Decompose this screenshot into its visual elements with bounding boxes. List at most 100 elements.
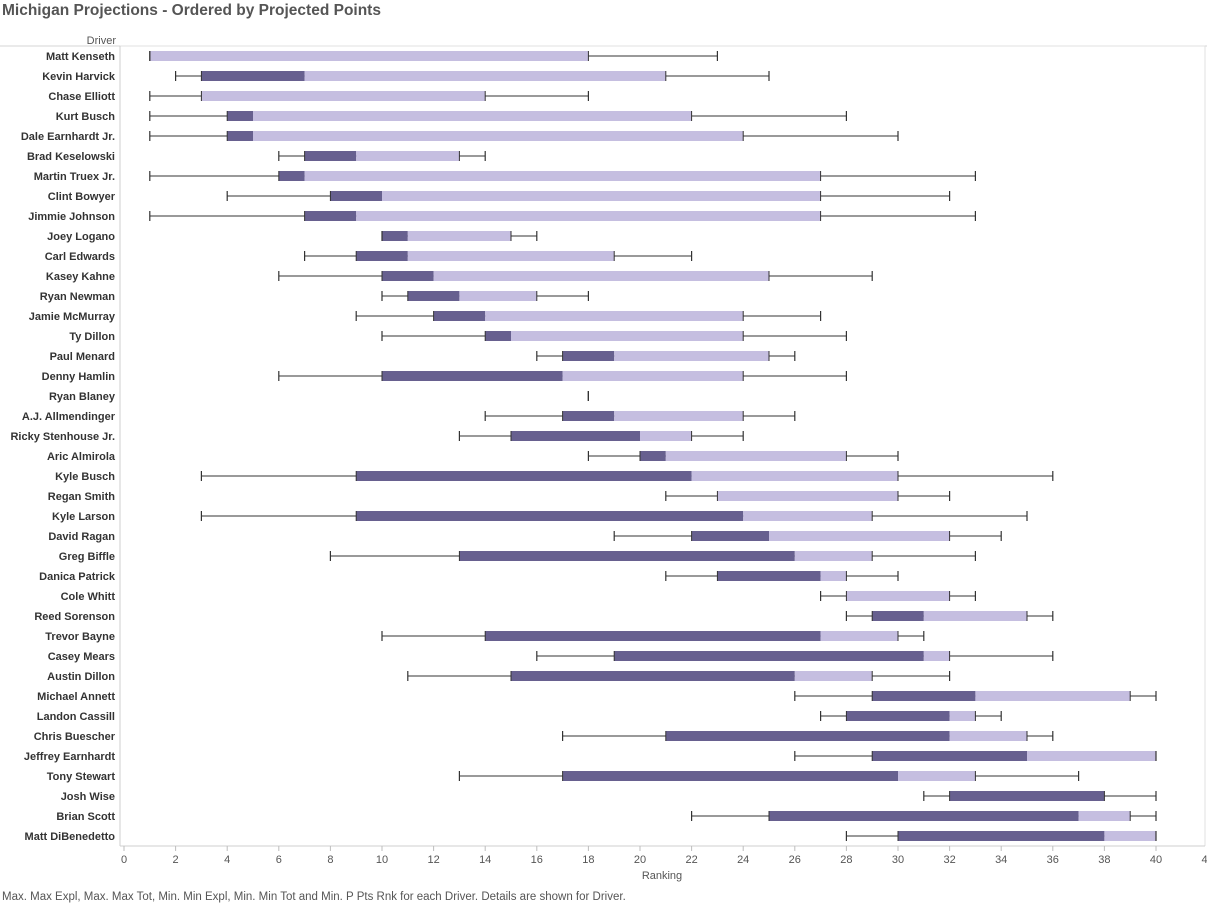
driver-row-martin-truex-jr[interactable] [149, 171, 977, 181]
driver-label-chris-buescher: Chris Buescher [34, 731, 116, 743]
range-light-chase-elliott [201, 91, 486, 101]
driver-label-clint-bowyer: Clint Bowyer [48, 191, 116, 203]
range-dark-casey-mears [614, 651, 924, 661]
driver-row-landon-cassill[interactable] [819, 711, 1002, 721]
driver-row-joey-logano[interactable] [381, 231, 538, 241]
driver-label-martin-truex-jr: Martin Truex Jr. [34, 171, 115, 183]
driver-label-michael-annett: Michael Annett [37, 691, 115, 703]
driver-row-ryan-newman[interactable] [381, 291, 590, 301]
driver-row-ricky-stenhouse-jr[interactable] [458, 431, 744, 441]
driver-label-joey-logano: Joey Logano [47, 231, 115, 243]
x-tick-label-0: 0 [121, 854, 127, 866]
driver-row-cole-whitt[interactable] [819, 591, 977, 601]
driver-row-austin-dillon[interactable] [407, 671, 951, 681]
driver-row-matt-kenseth[interactable] [149, 51, 719, 61]
range-dark-tony-stewart [562, 771, 898, 781]
driver-row-brad-keselowski[interactable] [278, 151, 486, 161]
range-dark-jamie-mcmurray [433, 311, 486, 321]
range-dark-chris-buescher [665, 731, 950, 741]
driver-label-tony-stewart: Tony Stewart [47, 771, 116, 783]
range-light-clint-bowyer [382, 191, 821, 201]
range-dark-jeffrey-earnhardt [872, 751, 1027, 761]
driver-row-jamie-mcmurray[interactable] [355, 311, 822, 321]
driver-row-trevor-bayne[interactable] [381, 631, 925, 641]
range-dark-kasey-kahne [382, 271, 434, 281]
range-dark-a-j-allmendinger [562, 411, 615, 421]
x-tick-label-40: 40 [1150, 854, 1162, 866]
driver-label-ty-dillon: Ty Dillon [69, 331, 115, 343]
driver-row-matt-dibenedetto[interactable] [845, 831, 1157, 841]
driver-row-tony-stewart[interactable] [458, 771, 1080, 781]
range-light-a-j-allmendinger [614, 411, 744, 421]
range-light-tony-stewart [898, 771, 976, 781]
driver-row-greg-biffle[interactable] [329, 551, 977, 561]
range-light-denny-hamlin [562, 371, 744, 381]
driver-row-kasey-kahne[interactable] [278, 271, 873, 281]
x-tick-label-14: 14 [479, 854, 491, 866]
driver-label-a-j-allmendinger: A.J. Allmendinger [22, 411, 116, 423]
driver-row-regan-smith[interactable] [665, 491, 951, 501]
driver-row-danica-patrick[interactable] [665, 571, 899, 581]
driver-row-kurt-busch[interactable] [149, 111, 848, 121]
driver-row-michael-annett[interactable] [794, 691, 1157, 701]
range-light-matt-kenseth [149, 51, 589, 61]
chart-footer-note: Max. Max Expl, Max. Max Tot, Min. Min Ex… [2, 891, 626, 903]
range-light-reed-sorenson [923, 611, 1027, 621]
range-light-martin-truex-jr [304, 171, 821, 181]
range-light-joey-logano [407, 231, 511, 241]
driver-row-aric-almirola[interactable] [587, 451, 899, 461]
x-tick-label-12: 12 [427, 854, 439, 866]
range-dark-jimmie-johnson [304, 211, 357, 221]
range-dark-austin-dillon [511, 671, 795, 681]
range-light-jeffrey-earnhardt [1027, 751, 1156, 761]
driver-row-kevin-harvick[interactable] [175, 71, 770, 81]
range-light-danica-patrick [820, 571, 847, 581]
x-tick-label-8: 8 [327, 854, 333, 866]
range-dark-martin-truex-jr [278, 171, 305, 181]
driver-label-chase-elliott: Chase Elliott [48, 91, 115, 103]
driver-row-kyle-busch[interactable] [200, 471, 1054, 481]
driver-row-paul-menard[interactable] [536, 351, 796, 361]
driver-label-ricky-stenhouse-jr: Ricky Stenhouse Jr. [10, 431, 115, 443]
driver-label-landon-cassill: Landon Cassill [37, 711, 115, 723]
range-dark-kurt-busch [227, 111, 253, 121]
x-tick-label-30: 30 [892, 854, 904, 866]
driver-row-a-j-allmendinger[interactable] [484, 411, 796, 421]
range-light-trevor-bayne [820, 631, 898, 641]
driver-row-david-ragan[interactable] [613, 531, 1002, 541]
range-light-cole-whitt [846, 591, 950, 601]
driver-label-kurt-busch: Kurt Busch [56, 111, 116, 123]
range-light-kevin-harvick [304, 71, 666, 81]
driver-row-carl-edwards[interactable] [304, 251, 693, 261]
driver-label-ryan-newman: Ryan Newman [40, 291, 115, 303]
driver-row-brian-scott[interactable] [690, 811, 1157, 821]
driver-row-josh-wise[interactable] [923, 791, 1157, 801]
range-light-regan-smith [717, 491, 898, 501]
range-light-dale-earnhardt-jr [253, 131, 744, 141]
driver-label-aric-almirola: Aric Almirola [47, 451, 116, 463]
x-tick-label-42: 42 [1201, 854, 1207, 866]
range-dark-ryan-newman [407, 291, 460, 301]
range-dark-danica-patrick [717, 571, 821, 581]
range-dark-matt-dibenedetto [898, 831, 1105, 841]
driver-row-dale-earnhardt-jr[interactable] [149, 131, 899, 141]
driver-label-brad-keselowski: Brad Keselowski [27, 151, 115, 163]
driver-row-casey-mears[interactable] [536, 651, 1054, 661]
range-dark-brad-keselowski [304, 151, 357, 161]
driver-row-clint-bowyer[interactable] [226, 191, 951, 201]
chart-title: Michigan Projections - Ordered by Projec… [2, 2, 381, 19]
driver-row-reed-sorenson[interactable] [845, 611, 1054, 621]
driver-row-chase-elliott[interactable] [149, 91, 590, 101]
x-tick-label-38: 38 [1098, 854, 1110, 866]
driver-row-jimmie-johnson[interactable] [149, 211, 977, 221]
driver-row-chris-buescher[interactable] [561, 731, 1054, 741]
range-dark-michael-annett [872, 691, 976, 701]
x-axis-label: Ranking [642, 870, 682, 882]
driver-label-matt-dibenedetto: Matt DiBenedetto [25, 831, 116, 843]
driver-label-kasey-kahne: Kasey Kahne [46, 271, 115, 283]
driver-row-ty-dillon[interactable] [381, 331, 848, 341]
driver-row-jeffrey-earnhardt[interactable] [794, 751, 1157, 761]
driver-row-denny-hamlin[interactable] [278, 371, 848, 381]
driver-row-kyle-larson[interactable] [200, 511, 1028, 521]
